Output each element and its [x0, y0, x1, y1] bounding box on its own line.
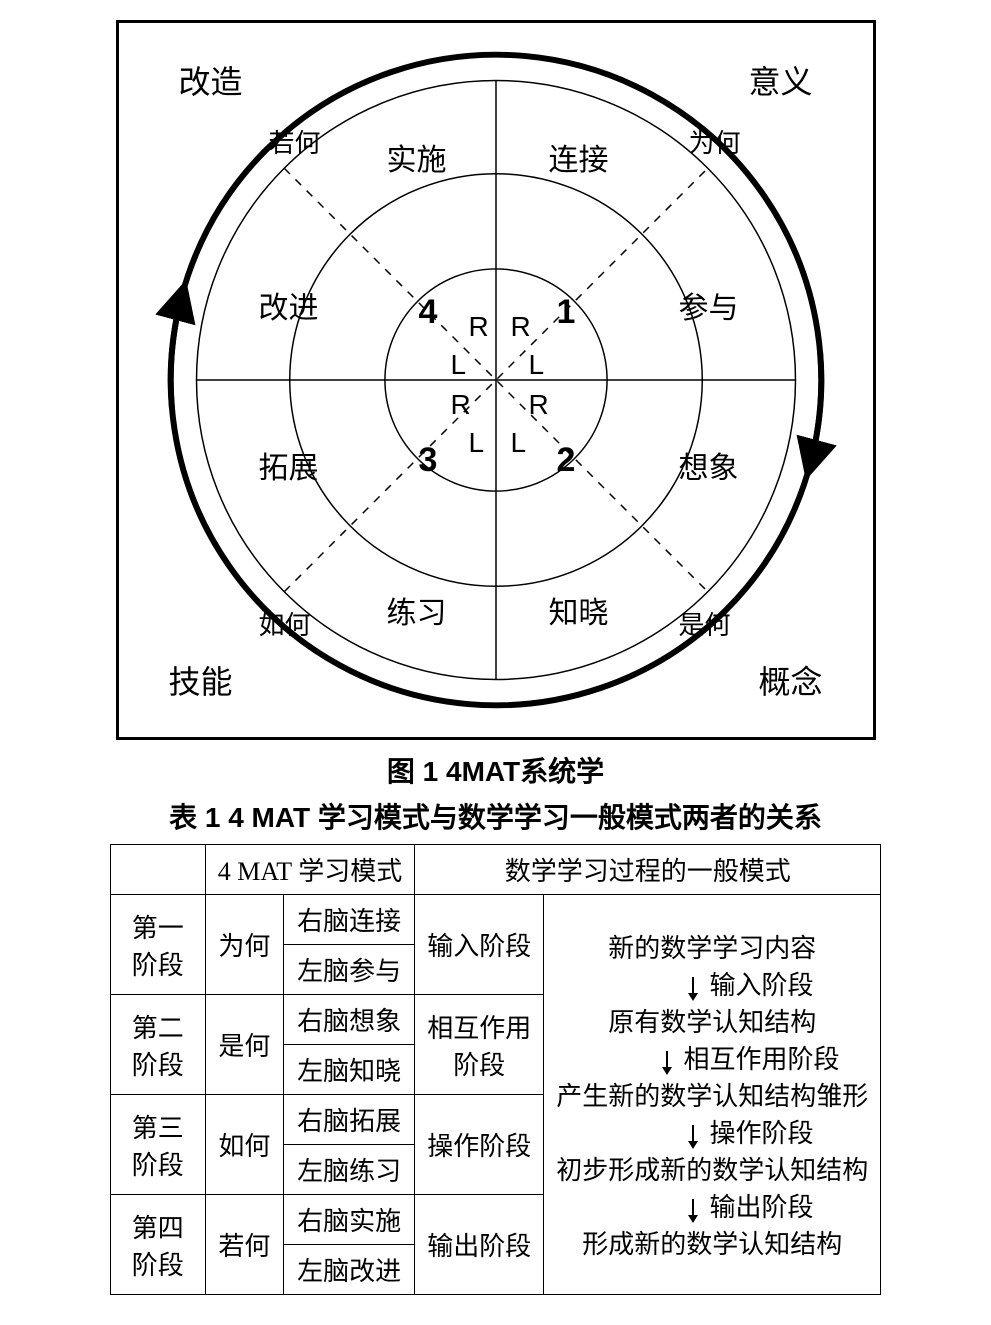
head-general: 数学学习过程的一般模式 [415, 845, 881, 895]
inner-number-3: 3 [419, 441, 438, 480]
table-header-row: 4 MAT 学习模式 数学学习过程的一般模式 [110, 845, 880, 895]
down-arrow-icon [685, 1197, 701, 1223]
sector-extend: 拓展 [259, 443, 319, 487]
flow-l5: 形成新的数学认知结构 [556, 1224, 868, 1261]
flow-a2: 相互作用阶段 [683, 1045, 839, 1074]
rbrain-1: 右脑连接 [284, 895, 415, 945]
why-3: 如何 [205, 1095, 283, 1195]
sector-know: 知晓 [549, 588, 609, 632]
why-4: 若何 [205, 1195, 283, 1295]
general-flow-cell: 新的数学学习内容 输入阶段 原有数学认知结构 相互作用阶段 产生新的数学认知结构… [544, 895, 881, 1295]
rbrain-3: 右脑拓展 [284, 1095, 415, 1145]
inner-q4-L: L [451, 349, 467, 381]
sector-engage: 参与 [679, 283, 739, 327]
corner-label-tr: 意义 [748, 57, 812, 103]
fourmat-cycle-figure: 改造 意义 技能 概念 为何 是何 如何 若何 连接 参与 想象 知晓 练习 拓… [116, 20, 876, 740]
figure-caption: 图 1 4MAT系统学 [0, 750, 991, 790]
flow-l3: 产生新的数学认知结构雏形 [556, 1076, 868, 1113]
stage-2: 第二阶段 [132, 1014, 184, 1080]
corner-label-br: 概念 [758, 657, 822, 703]
rbrain-4: 右脑实施 [284, 1195, 415, 1245]
rbrain-2: 右脑想象 [284, 995, 415, 1045]
head-4mat: 4 MAT 学习模式 [205, 845, 414, 895]
inner-number-2: 2 [557, 441, 576, 480]
lbrain-1: 左脑参与 [284, 945, 415, 995]
flow-a3: 操作阶段 [709, 1119, 813, 1148]
lbrain-4: 左脑改进 [284, 1245, 415, 1295]
quadrant-label-whatif: 若何 [269, 123, 321, 160]
inner-number-4: 4 [419, 293, 438, 332]
stage-1: 第一阶段 [132, 914, 184, 980]
quadrant-label-how: 如何 [259, 605, 311, 642]
quadrant-label-why: 为何 [689, 123, 741, 160]
inner-q3-R: R [451, 389, 471, 421]
phase-4: 输出阶段 [415, 1195, 544, 1295]
sector-connect: 连接 [549, 135, 609, 179]
corner-label-tl: 改造 [179, 57, 243, 103]
sector-improve: 改进 [259, 283, 319, 327]
sector-implement: 实施 [387, 135, 447, 179]
inner-q2-L: L [511, 427, 527, 459]
lbrain-2: 左脑知晓 [284, 1045, 415, 1095]
flow-l2: 原有数学认知结构 [556, 1002, 868, 1039]
flow-l4: 初步形成新的数学认知结构 [556, 1150, 868, 1187]
inner-q2-R: R [529, 389, 549, 421]
inner-q3-L: L [469, 427, 485, 459]
sector-imagine: 想象 [679, 443, 739, 487]
phase-1: 输入阶段 [415, 895, 544, 995]
stage-3: 第三阶段 [132, 1114, 184, 1180]
flow-a4: 输出阶段 [709, 1193, 813, 1222]
inner-q1-R: R [511, 311, 531, 343]
why-2: 是何 [205, 995, 283, 1095]
phase-3: 操作阶段 [415, 1095, 544, 1195]
down-arrow-icon [685, 975, 701, 1001]
inner-q4-R: R [469, 311, 489, 343]
cycle-svg [119, 23, 873, 737]
down-arrow-icon [685, 1123, 701, 1149]
flow-a1: 输入阶段 [709, 971, 813, 1000]
quadrant-label-what: 是何 [679, 605, 731, 642]
why-1: 为何 [205, 895, 283, 995]
sector-practice: 练习 [387, 588, 447, 632]
inner-number-1: 1 [557, 293, 576, 332]
flow-l1: 新的数学学习内容 [556, 928, 868, 965]
phase-2: 相互作用阶段 [415, 995, 544, 1095]
inner-q1-L: L [529, 349, 545, 381]
lbrain-3: 左脑练习 [284, 1145, 415, 1195]
table-caption: 表 1 4 MAT 学习模式与数学学习一般模式两者的关系 [0, 796, 991, 836]
down-arrow-icon [659, 1049, 675, 1075]
stage-4: 第四阶段 [132, 1214, 184, 1280]
relation-table: 4 MAT 学习模式 数学学习过程的一般模式 第一阶段 为何 右脑连接 输入阶段… [110, 844, 881, 1295]
table-row: 第一阶段 为何 右脑连接 输入阶段 新的数学学习内容 输入阶段 原有数学认知结构… [110, 895, 880, 945]
corner-label-bl: 技能 [169, 657, 233, 703]
